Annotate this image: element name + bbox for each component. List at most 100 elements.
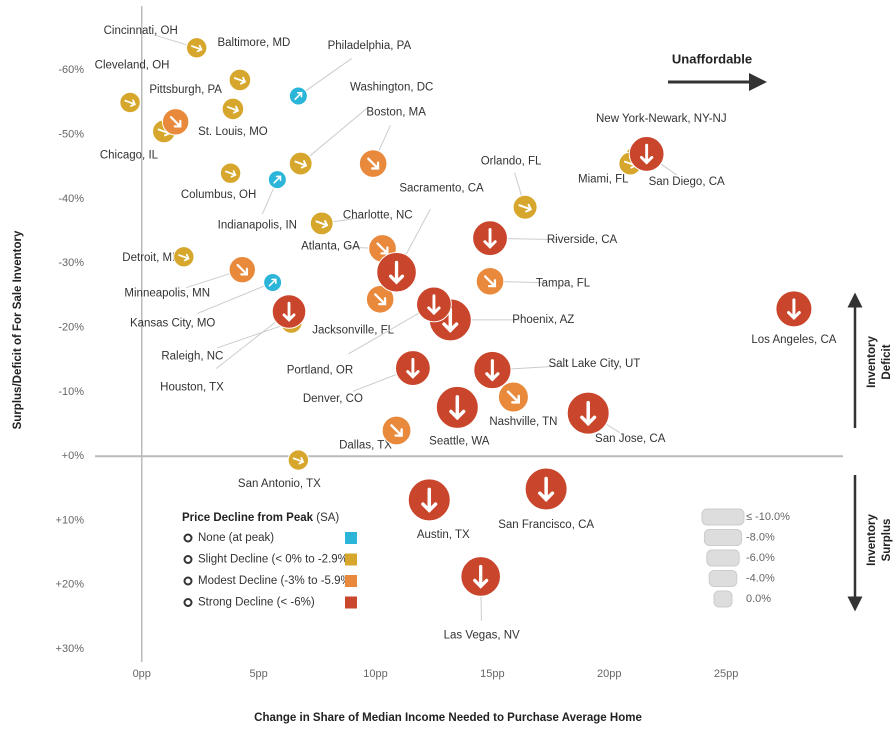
point-label: Seattle, WA [429, 435, 490, 447]
point-label: Tampa, FL [536, 277, 591, 289]
legend-swatch [345, 575, 357, 587]
bubble-arrow [236, 263, 249, 276]
y-tick-label: -50% [58, 129, 84, 141]
leader-line [298, 58, 352, 97]
bubble-arrow [506, 390, 520, 404]
point-label: Austin, TX [417, 529, 470, 541]
point-label: Orlando, FL [481, 155, 542, 167]
point-label: Kansas City, MO [130, 318, 215, 330]
legend-bullet [183, 576, 193, 586]
point-label: Pittsburgh, PA [149, 84, 222, 96]
point-label: Chicago, IL [100, 149, 159, 161]
legend-bullet [183, 555, 193, 564]
point-label: Philadelphia, PA [328, 40, 412, 52]
point-label: Salt Lake City, UT [548, 358, 640, 370]
annotation: Unaffordable [672, 51, 752, 66]
bubble-arrow [580, 400, 597, 427]
bubble-arrow [315, 219, 329, 229]
bubble-arrow [473, 564, 489, 589]
bubble-arrow [224, 170, 237, 178]
size-legend-mark [703, 529, 743, 546]
annotation: Inventory [866, 514, 878, 566]
point-label: Columbus, OH [181, 189, 256, 201]
point-label: San Diego, CA [649, 176, 725, 188]
annotation: Surplus [881, 519, 893, 562]
bubble-arrow [191, 44, 203, 53]
size-legend-mark [713, 590, 733, 608]
point-label: Phoenix, AZ [512, 314, 574, 326]
point-label: Sacramento, CA [399, 182, 484, 194]
bubble-arrow [388, 260, 405, 285]
bubble-arrow [427, 294, 441, 316]
size-legend-mark [706, 549, 740, 567]
point-label: Detroit, MI [122, 252, 175, 264]
y-tick-label: +0% [62, 450, 85, 462]
annotation: Inventory [866, 336, 878, 388]
point-label: Dallas, TX [339, 440, 392, 452]
point-label: San Francisco, CA [498, 519, 594, 531]
y-tick-label: -40% [58, 193, 84, 205]
legend-bullet [183, 533, 193, 543]
y-tick-label: -10% [58, 386, 84, 398]
bubble-arrow [485, 359, 500, 382]
point-label: Baltimore, MD [217, 37, 290, 49]
legend-subtitle: (SA) [316, 512, 339, 524]
size-legend-label: -6.0% [746, 552, 775, 564]
bubble-arrow [367, 157, 380, 170]
point-label: Jacksonville, FL [312, 324, 394, 336]
bubble-arrow [442, 307, 459, 333]
y-tick-label: +20% [56, 579, 85, 591]
bubble-arrow [390, 424, 403, 437]
x-tick-label: 0pp [133, 668, 151, 680]
y-tick-label: +30% [56, 643, 85, 655]
x-tick-label: 25pp [714, 668, 738, 680]
bubble-arrow [124, 99, 136, 107]
bubble-arrow [787, 298, 801, 321]
point-label: San Jose, CA [595, 433, 666, 445]
point-label: Houston, TX [160, 382, 224, 394]
legend-swatch [345, 596, 357, 609]
legend-swatch [345, 532, 357, 544]
bubble-arrow [282, 301, 296, 322]
point-label: Cleveland, OH [95, 60, 170, 72]
legend-label: Strong Decline (< -6%) [198, 597, 315, 609]
x-tick-label: 5pp [249, 668, 267, 680]
bubble-arrow [292, 457, 305, 465]
x-tick-label: 10pp [363, 668, 387, 680]
point-label: Miami, FL [578, 174, 629, 186]
size-legend-mark [708, 570, 738, 587]
bubble-arrow [374, 293, 387, 306]
legend-swatch [345, 553, 357, 566]
point-label: St. Louis, MO [198, 126, 268, 138]
bubble-arrow [268, 278, 277, 287]
bubble-arrow [484, 275, 497, 288]
bubble-arrow [233, 76, 247, 85]
legend-label: Slight Decline (< 0% to -2.9%) [198, 554, 352, 566]
leader-line [197, 282, 273, 314]
point-label: San Antonio, TX [238, 478, 321, 490]
legend-label: Modest Decline (-3% to -5.9%) [198, 575, 355, 587]
bubble-arrow [178, 253, 190, 262]
plot: 0pp 5pp 10pp 15pp 20pp 25pp -60% -50% -40% -30% -2… [56, 6, 843, 680]
legend-title: Price Decline from Peak [182, 512, 314, 524]
leader-line [216, 321, 292, 349]
point-label: Riverside, CA [547, 234, 618, 246]
point-label: Atlanta, GA [301, 240, 360, 252]
bubble-arrow [294, 160, 308, 169]
point-label: New York-Newark, NY-NJ [596, 113, 727, 125]
y-tick-label: +10% [56, 514, 85, 526]
size-legend-label: -4.0% [746, 572, 775, 584]
bubble-arrow [169, 115, 182, 128]
size-legend-label: 0.0% [746, 593, 771, 605]
point-label: Indianapolis, IN [218, 220, 297, 232]
bubble-arrow [226, 105, 240, 114]
legend-title: Price Decline from Peak (SA) [182, 512, 339, 524]
bubble-arrow [483, 228, 497, 249]
legend-label: None (at peak) [198, 532, 274, 544]
y-axis-title: Surplus/Deficit of For Sale Inventory [12, 230, 24, 429]
point-label: Los Angeles, CA [751, 334, 836, 346]
point-label: Minneapolis, MN [124, 288, 210, 300]
annotation: Deficit [881, 344, 893, 379]
x-axis-title: Change in Share of Median Income Needed … [254, 712, 642, 724]
